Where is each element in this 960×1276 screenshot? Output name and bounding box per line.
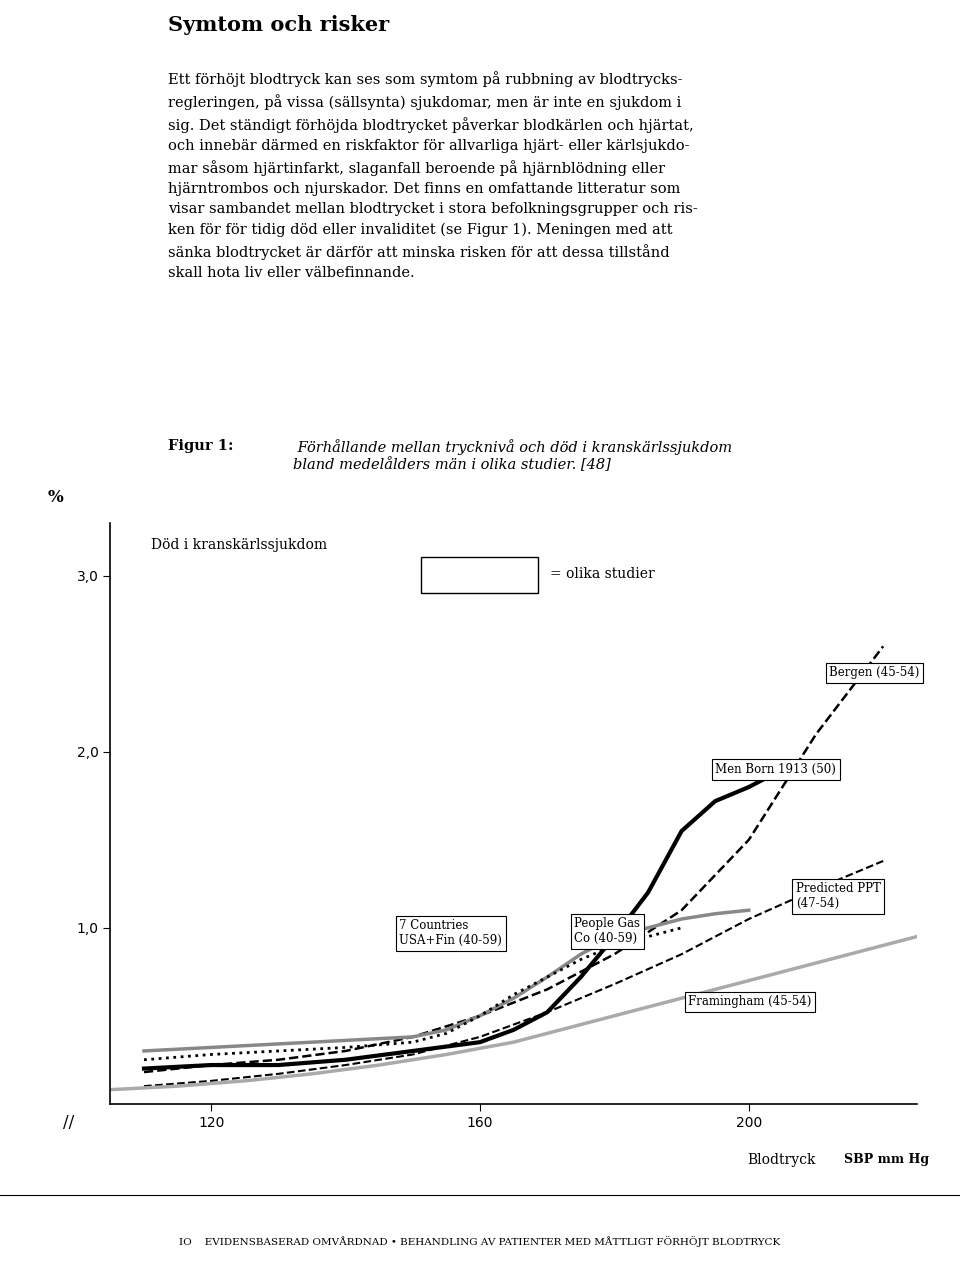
Text: Men Born 1913 (50): Men Born 1913 (50) (715, 763, 836, 776)
Text: Förhållande mellan trycknivå och död i kranskärlssjukdom
bland medelålders män i: Förhållande mellan trycknivå och död i k… (293, 439, 732, 472)
Text: SBP mm Hg: SBP mm Hg (844, 1154, 929, 1166)
Text: = olika studier: = olika studier (550, 568, 655, 582)
Text: 7 Countries
USA+Fin (40-59): 7 Countries USA+Fin (40-59) (399, 919, 502, 947)
Text: //: // (62, 1114, 74, 1132)
FancyBboxPatch shape (420, 556, 538, 593)
Text: Symtom och risker: Symtom och risker (168, 15, 389, 36)
Text: Figur 1:: Figur 1: (168, 439, 233, 453)
Text: People Gas
Co (40-59): People Gas Co (40-59) (574, 917, 640, 946)
Text: IO    EVIDENSBASERAD OMVÅRDNAD • BEHANDLING AV PATIENTER MED MÅTTLIGT FÖRHÖJT BL: IO EVIDENSBASERAD OMVÅRDNAD • BEHANDLING… (180, 1235, 780, 1247)
Text: %: % (48, 489, 63, 505)
Text: Blodtryck: Blodtryck (748, 1154, 816, 1168)
Text: Ett förhöjt blodtryck kan ses som symtom på rubbning av blodtrycks-
regleringen,: Ett förhöjt blodtryck kan ses som symtom… (168, 71, 698, 279)
Text: Död i kranskärlssjukdom: Död i kranskärlssjukdom (151, 537, 326, 551)
Text: Bergen (45-54): Bergen (45-54) (829, 666, 920, 679)
Text: Predicted PPT
(47-54): Predicted PPT (47-54) (796, 882, 880, 910)
Text: Framingham (45-54): Framingham (45-54) (688, 995, 812, 1008)
